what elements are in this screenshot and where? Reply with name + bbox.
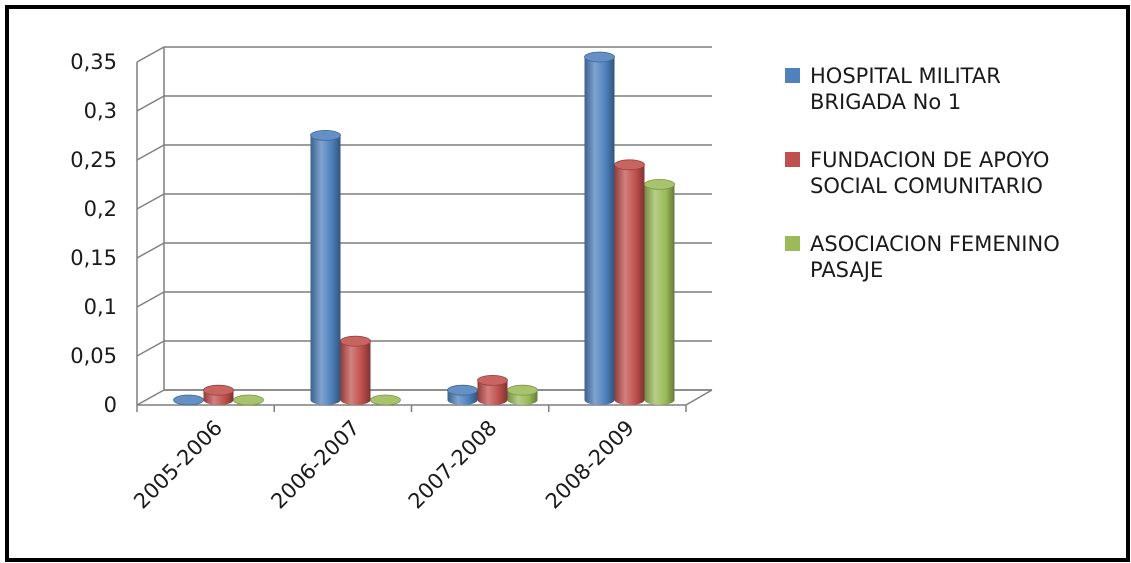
bar — [173, 394, 204, 406]
bar — [584, 51, 615, 406]
bar — [340, 335, 371, 406]
legend-item: FUNDACION DE APOYO SOCIAL COMUNITARIO — [785, 148, 1049, 198]
bar — [477, 374, 508, 405]
y-tick-label: 0,3 — [84, 99, 117, 123]
gridline-depth — [136, 95, 165, 112]
legend: HOSPITAL MILITAR BRIGADA No 1 FUNDACION DE… — [785, 64, 1060, 282]
chart: 0 0,05 0,1 0,15 0,2 0,25 0,3 0,35 2005-2006 2006… — [70, 46, 1060, 514]
bar — [507, 384, 538, 406]
gridlines — [136, 46, 712, 406]
y-tick-label: 0,1 — [84, 295, 117, 319]
gridline-depth — [136, 144, 165, 161]
bar — [310, 130, 341, 406]
x-tick-label: 2007-2008 — [404, 416, 502, 514]
gridline-depth — [136, 389, 165, 406]
legend-label: HOSPITAL MILITAR BRIGADA No 1 — [810, 64, 1001, 114]
legend-item: HOSPITAL MILITAR BRIGADA No 1 — [785, 64, 1001, 114]
bar — [447, 384, 478, 406]
floor-right-edge — [685, 389, 713, 406]
y-tick-label: 0,05 — [70, 344, 117, 368]
x-tick-label: 2008-2009 — [541, 416, 639, 514]
bar — [644, 178, 675, 406]
legend-swatch — [785, 152, 800, 167]
bar — [370, 394, 401, 406]
y-tick-label: 0,25 — [70, 148, 117, 172]
legend-swatch — [785, 236, 800, 251]
legend-label: ASOCIACION FEMENINO PASAJE — [810, 232, 1060, 282]
y-tick-label: 0,2 — [84, 197, 117, 221]
legend-label: FUNDACION DE APOYO SOCIAL COMUNITARIO — [810, 148, 1049, 198]
bars — [173, 51, 675, 406]
gridline-depth — [136, 46, 165, 63]
gridline-depth — [136, 242, 165, 259]
gridline-depth — [136, 193, 165, 210]
y-axis-tick-labels: 0 0,05 0,1 0,15 0,2 0,25 0,3 0,35 — [70, 50, 117, 417]
gridline-depth — [136, 291, 165, 308]
y-tick-label: 0 — [104, 393, 117, 417]
bar — [233, 394, 264, 406]
y-tick-label: 0,35 — [70, 50, 117, 74]
x-axis-tick-labels: 2005-2006 2006-2007 2007-2008 2008-2009 — [129, 416, 639, 514]
x-tick-label: 2005-2006 — [129, 416, 227, 514]
gridline-depth — [136, 340, 165, 357]
x-tick-label: 2006-2007 — [266, 416, 364, 514]
chart-frame: 0 0,05 0,1 0,15 0,2 0,25 0,3 0,35 2005-2006 2006… — [5, 5, 1130, 562]
bar — [203, 384, 234, 406]
bar — [614, 159, 645, 406]
legend-item: ASOCIACION FEMENINO PASAJE — [785, 232, 1060, 282]
y-tick-label: 0,15 — [70, 246, 117, 270]
legend-swatch — [785, 68, 800, 83]
